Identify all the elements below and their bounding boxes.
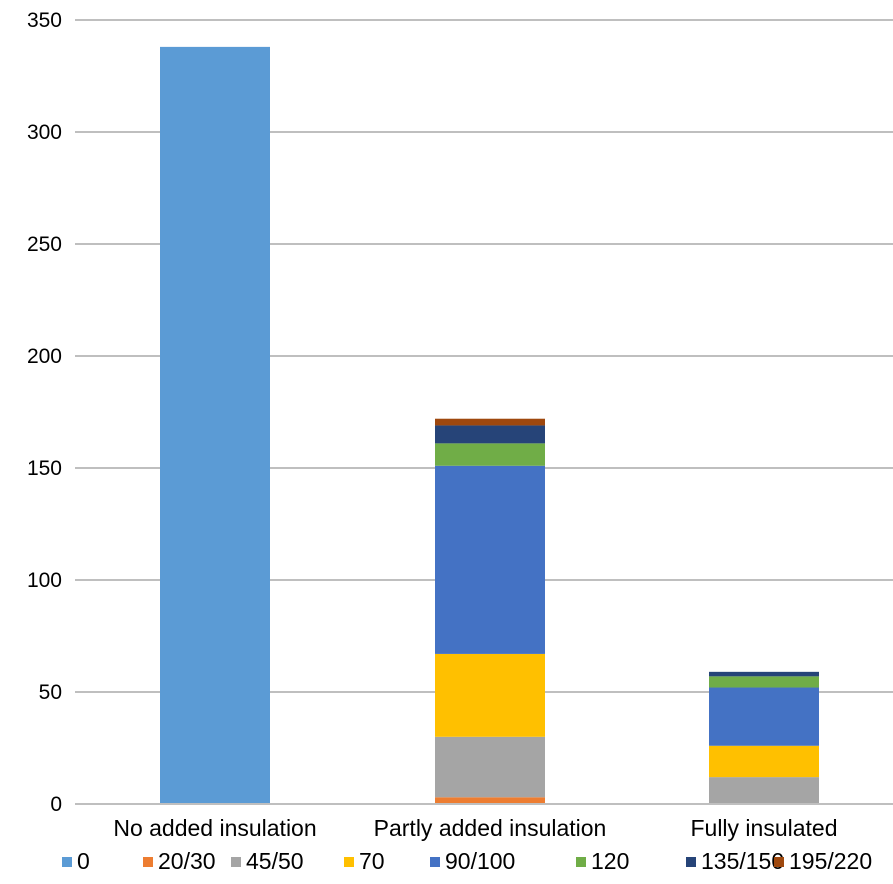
- bar-segment: [435, 418, 545, 426]
- bar-segment: [160, 46, 270, 804]
- bar-segment: [435, 653, 545, 737]
- legend-swatch: [143, 857, 153, 867]
- bar-segment: [709, 687, 819, 746]
- y-tick-label: 200: [27, 345, 62, 368]
- bar-segment: [709, 745, 819, 778]
- y-tick-label: 350: [27, 9, 62, 32]
- legend-label: 45/50: [246, 848, 304, 874]
- legend-swatch: [774, 857, 784, 867]
- legend-swatch: [430, 857, 440, 867]
- bar-segment: [435, 425, 545, 444]
- x-axis-category-labels: No added insulation Partly added insulati…: [113, 815, 837, 841]
- y-tick-label: 150: [27, 457, 62, 480]
- legend-swatch: [62, 857, 72, 867]
- legend-label: 135/150: [701, 848, 784, 874]
- bar-segment: [435, 443, 545, 466]
- legend-label: 20/30: [158, 848, 216, 874]
- legend-label: 195/220: [789, 848, 872, 874]
- bar-segment: [709, 777, 819, 804]
- legend: 0 20/30 45/50 70 90/100 120 135/150 195/220: [62, 848, 872, 874]
- y-tick-label: 250: [27, 233, 62, 256]
- x-category-label: Fully insulated: [690, 815, 837, 841]
- legend-label: 90/100: [445, 848, 515, 874]
- legend-label: 70: [359, 848, 385, 874]
- y-tick-label: 100: [27, 569, 62, 592]
- legend-swatch: [686, 857, 696, 867]
- bar-segment: [435, 736, 545, 798]
- legend-swatch: [344, 857, 354, 867]
- y-axis-tick-labels: 0 50 100 150 200 250 300 350: [27, 9, 62, 816]
- legend-label: 120: [591, 848, 629, 874]
- bar-segment: [435, 465, 545, 654]
- y-tick-label: 50: [39, 681, 62, 704]
- x-category-label: Partly added insulation: [374, 815, 607, 841]
- legend-label: 0: [77, 848, 90, 874]
- y-tick-label: 0: [50, 793, 62, 816]
- y-tick-label: 300: [27, 121, 62, 144]
- bar-segment: [709, 676, 819, 688]
- bar-segment: [709, 671, 819, 677]
- bar-segment: [435, 797, 545, 804]
- x-category-label: No added insulation: [113, 815, 316, 841]
- bar-segments: [160, 46, 819, 804]
- legend-swatch: [231, 857, 241, 867]
- legend-swatch: [576, 857, 586, 867]
